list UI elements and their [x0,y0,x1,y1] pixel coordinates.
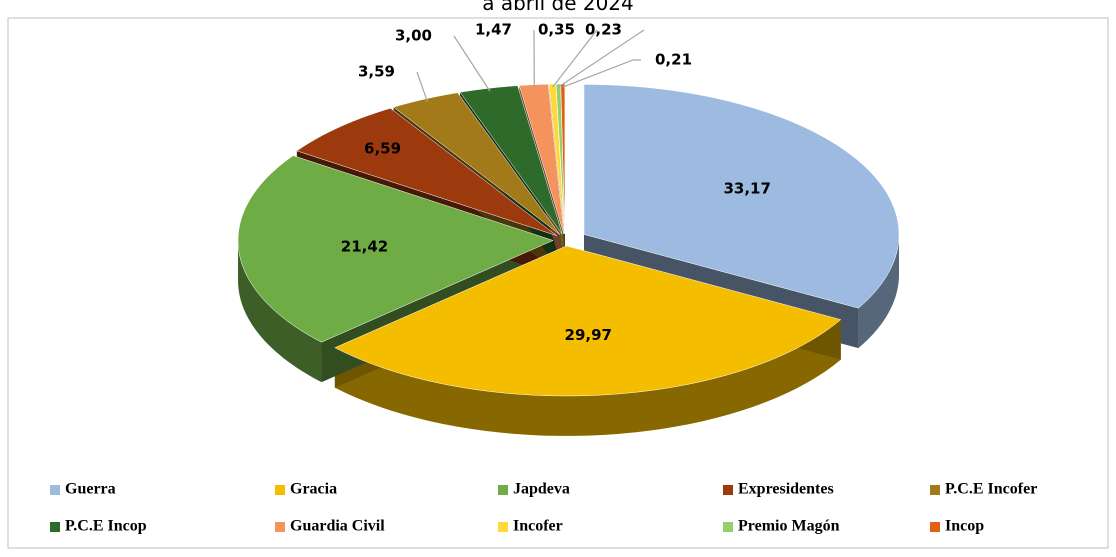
legend-label: Guerra [65,481,116,498]
legend-swatch [275,485,285,495]
legend-label: Incop [945,518,984,535]
legend-label: P.C.E Incop [65,518,147,535]
slice-side [858,234,899,349]
data-label: 3,00 [395,27,432,45]
legend-swatch [723,522,733,532]
data-label: 3,59 [358,63,395,81]
legend-label: Incofer [513,518,563,535]
chart-title: a abril de 2024 [482,0,634,15]
data-label: 29,97 [565,326,612,344]
data-label: 6,59 [364,139,401,157]
data-label: 0,23 [585,21,622,39]
slice [237,155,554,343]
slice [583,84,900,309]
leader-line [552,29,598,88]
legend-swatch [930,485,940,495]
slice [296,107,557,236]
legend-swatch [50,522,60,532]
leader-line [562,59,641,88]
legend-label: Premio Magón [738,518,840,535]
data-label: 1,47 [475,21,512,39]
legend-label: P.C.E Incofer [945,481,1037,498]
legend-label: Guardia Civil [290,518,385,535]
slice-side [334,319,841,436]
legend-swatch [498,485,508,495]
leader-line [416,71,429,102]
slice-side [238,240,322,383]
legend-swatch [723,485,733,495]
legend-swatch [50,485,60,495]
legend-label: Expresidentes [738,481,834,498]
data-label: 0,21 [655,51,692,69]
slice [393,92,561,235]
legend-label: Gracia [290,481,337,498]
data-label: 33,17 [723,180,770,198]
legend-swatch [275,522,285,532]
leader-line [558,29,645,88]
legend-swatch [498,522,508,532]
data-label: 0,35 [538,21,575,39]
slice [334,245,842,397]
leader-line [453,35,491,92]
legend-swatch [930,522,940,532]
data-label: 21,42 [341,237,388,255]
legend-label: Japdeva [513,481,570,498]
